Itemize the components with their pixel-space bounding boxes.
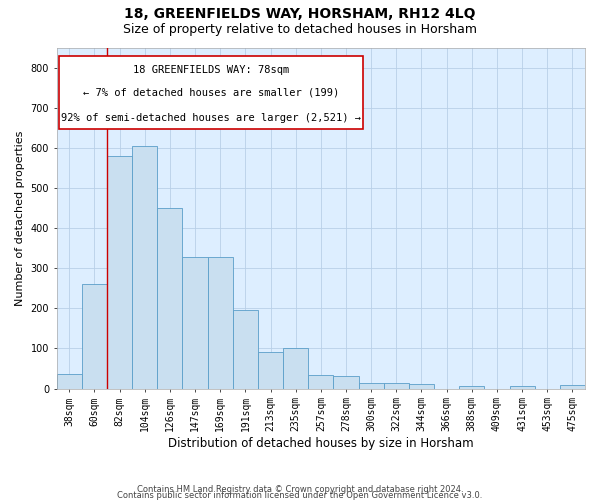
Bar [334, 376, 359, 388]
Bar [509, 386, 535, 388]
X-axis label: Distribution of detached houses by size in Horsham: Distribution of detached houses by size … [168, 437, 473, 450]
Bar [56, 374, 82, 388]
Bar [560, 386, 585, 388]
Text: 18, GREENFIELDS WAY, HORSHAM, RH12 4LQ: 18, GREENFIELDS WAY, HORSHAM, RH12 4LQ [124, 8, 476, 22]
Bar [258, 352, 283, 388]
Bar [233, 310, 258, 388]
Text: 92% of semi-detached houses are larger (2,521) →: 92% of semi-detached houses are larger (… [61, 113, 361, 123]
Bar [384, 382, 409, 388]
Text: Contains HM Land Registry data © Crown copyright and database right 2024.: Contains HM Land Registry data © Crown c… [137, 484, 463, 494]
Y-axis label: Number of detached properties: Number of detached properties [15, 130, 25, 306]
Bar [308, 374, 334, 388]
Text: 18 GREENFIELDS WAY: 78sqm: 18 GREENFIELDS WAY: 78sqm [133, 65, 289, 75]
Text: Size of property relative to detached houses in Horsham: Size of property relative to detached ho… [123, 22, 477, 36]
Bar [409, 384, 434, 388]
Bar [157, 208, 182, 388]
Bar [82, 284, 107, 389]
Text: ← 7% of detached houses are smaller (199): ← 7% of detached houses are smaller (199… [83, 88, 340, 98]
Text: Contains public sector information licensed under the Open Government Licence v3: Contains public sector information licen… [118, 491, 482, 500]
FancyBboxPatch shape [59, 56, 363, 130]
Bar [132, 146, 157, 388]
Bar [359, 382, 384, 388]
Bar [182, 257, 208, 388]
Bar [107, 156, 132, 388]
Bar [283, 348, 308, 389]
Bar [459, 386, 484, 388]
Bar [208, 257, 233, 388]
